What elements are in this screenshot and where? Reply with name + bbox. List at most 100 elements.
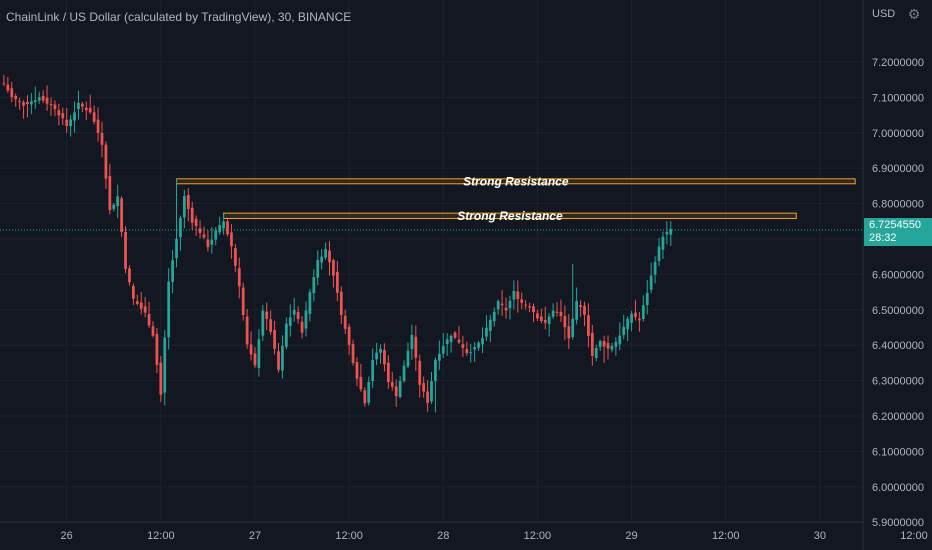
candle-body [116,196,120,207]
candle-body [622,326,626,336]
candle-body [261,310,265,336]
candle-body [288,317,292,326]
candle-body [512,290,516,300]
candle-body [139,302,143,309]
candle-body [602,341,606,347]
candle-body [481,338,484,345]
candle-body [532,306,535,313]
candle-body [182,195,186,218]
time-axis[interactable]: 26 12:00 27 12:00 28 12:00 29 12:00 30 12:00 [0,521,928,542]
candle-body [281,345,284,371]
candle-body [394,386,398,397]
candle-body [441,346,445,354]
candle-body [230,232,233,247]
candle-body [375,352,378,360]
candle-body [488,319,492,331]
candle-body [190,207,194,223]
candle-body [528,306,531,308]
price-axis[interactable]: 7.2000000 7.1000000 7.0000000 6.9000000 6.80… [862,0,924,550]
candle-body [543,319,547,323]
candle-body [579,305,582,308]
candle-body [649,275,653,290]
candle-body [524,304,528,306]
candle-body [575,301,579,320]
candle-body [559,311,563,317]
candle-body [406,350,410,367]
candle-body [237,268,241,287]
candle-body [563,316,567,328]
candle-body [49,104,53,106]
candle-body [14,95,18,100]
candle-body [128,268,131,283]
candle-body [332,260,335,276]
candle-body [120,198,123,232]
time-tick-label: 12:00 [524,530,552,542]
candle-body [492,311,496,322]
candle-body [30,101,33,105]
candle-body [422,383,426,392]
candle-body [630,313,633,323]
candle-body [226,221,229,235]
last-price-tag: 6.7254550 28:32 [864,218,932,246]
candle-body [473,347,477,350]
candle-body [410,334,414,349]
candle-body [645,292,649,306]
candle-body [449,335,453,343]
time-tick-label: 12:00 [335,530,363,542]
price-tick-label: 7.2000000 [872,57,924,69]
candle-body [253,353,257,366]
price-tick-label: 6.4000000 [872,340,924,352]
candle-body [496,301,500,310]
candle-body [292,309,296,315]
candle-body [100,132,104,145]
settings-icon[interactable]: ⚙ [907,7,921,23]
last-price-value: 6.7254550 [869,219,921,231]
candle-body [453,332,457,338]
candle-body [371,360,375,382]
candle-body [379,348,382,353]
price-tick-label: 6.3000000 [872,376,924,388]
candle-body [324,249,327,258]
candle-body [96,119,100,133]
candle-body [606,343,610,349]
price-tick-label: 6.8000000 [872,199,924,211]
candle-body [108,176,112,211]
time-tick-label: 12:00 [900,530,928,542]
time-tick-label: 12:00 [147,530,175,542]
price-tick-label: 7.0000000 [872,128,924,140]
candle-body [445,339,449,345]
price-tick-label: 6.9000000 [872,163,924,175]
candle-body [265,311,269,319]
candle-body [163,337,167,393]
currency-label: USD [872,8,896,20]
candle-body [351,344,355,363]
candle-body [516,291,520,300]
candle-body [171,260,174,282]
candle-body [304,310,308,329]
candle-body [547,316,551,324]
candle-body [335,271,339,293]
candle-body [312,277,316,294]
candle-body [359,376,363,390]
resistance-zones[interactable]: Strong Resistance Strong Resistance [176,174,856,223]
candle-body [390,382,394,387]
candle-body [10,88,14,98]
candle-body [590,332,594,356]
candle-body [508,300,512,309]
candle-body [669,228,673,235]
candle-body [277,351,280,370]
candle-body [500,303,504,306]
candle-body [469,352,473,354]
candle-body [328,250,331,263]
candle-body [653,261,657,275]
candle-body [186,195,190,209]
candle-body [665,231,669,235]
candle-body [218,225,222,233]
candle-body [402,365,406,381]
candle-body [414,336,418,358]
candle-body [81,103,84,107]
candle-body [45,97,49,104]
candle-body [386,362,390,382]
candle-body [504,307,508,311]
